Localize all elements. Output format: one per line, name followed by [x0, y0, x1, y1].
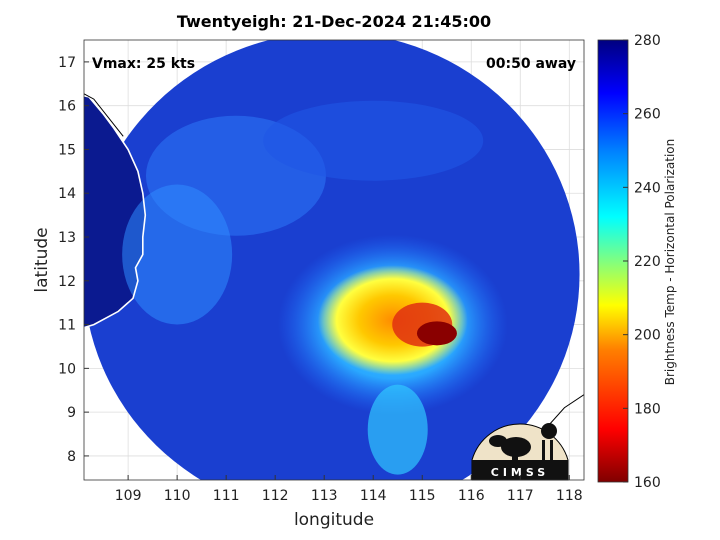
colorbar-tick-label: 220 [634, 254, 661, 270]
colorbar-label: Brightness Temp - Horizontal Polarizatio… [663, 138, 677, 386]
colorbar-tick-label: 200 [634, 328, 661, 344]
x-tick-label: 114 [360, 488, 387, 504]
y-tick-label: 16 [58, 99, 76, 115]
vmax-label: Vmax: 25 kts [92, 56, 195, 72]
x-tick-label: 109 [115, 488, 142, 504]
convection-dark-red [416, 321, 457, 346]
x-tick-label: 117 [507, 488, 534, 504]
x-axis-label: longitude [293, 510, 375, 530]
y-tick-label: 8 [67, 449, 76, 465]
x-tick-label: 115 [409, 488, 436, 504]
x-tick-label: 112 [262, 488, 289, 504]
y-axis-label: latitude [32, 227, 52, 293]
colorbar-tick-label: 280 [634, 33, 661, 49]
y-tick-label: 17 [58, 55, 76, 71]
y-ticks: 8 9 10 11 12 13 14 15 16 17 [58, 55, 89, 465]
cimss-logo: CIMSS [471, 423, 569, 481]
x-tick-label: 113 [311, 488, 338, 504]
storm-core [317, 265, 468, 376]
colorbar-tick-label: 240 [634, 180, 661, 196]
y-tick-label: 14 [58, 186, 76, 202]
rainband-tail [367, 384, 428, 475]
y-tick-label: 13 [58, 230, 76, 246]
axes-box [83, 39, 585, 481]
y-tick-label: 12 [58, 274, 76, 290]
coastline [84, 94, 147, 329]
y-tick-label: 10 [58, 361, 76, 377]
x-tick-label: 111 [213, 488, 240, 504]
coastline-outside [84, 93, 124, 137]
x-tick-label: 116 [458, 488, 485, 504]
moist-band-2 [122, 184, 233, 325]
y-tick-label: 15 [58, 142, 76, 158]
chart-title: Twentyeigh: 21-Dec-2024 21:45:00 [176, 12, 492, 31]
x-ticks: 109 110 111 112 113 114 115 116 117 118 [115, 475, 583, 504]
x-tick-label: 118 [556, 488, 583, 504]
y-tick-label: 9 [67, 405, 76, 421]
cimss-logo-text: CIMSS [491, 466, 549, 479]
colorbar-tick-label: 260 [634, 107, 661, 123]
colorbar-tick-label: 180 [634, 401, 661, 417]
x-tick-label: 110 [164, 488, 191, 504]
y-tick-label: 11 [58, 318, 76, 334]
colorbar-tick-label: 160 [634, 475, 661, 491]
moist-band-3 [263, 100, 484, 181]
time-away-label: 00:50 away [486, 56, 576, 72]
colorbar-ticks: 160 180 200 220 240 260 280 [623, 33, 661, 491]
microwave-swath [84, 40, 584, 480]
